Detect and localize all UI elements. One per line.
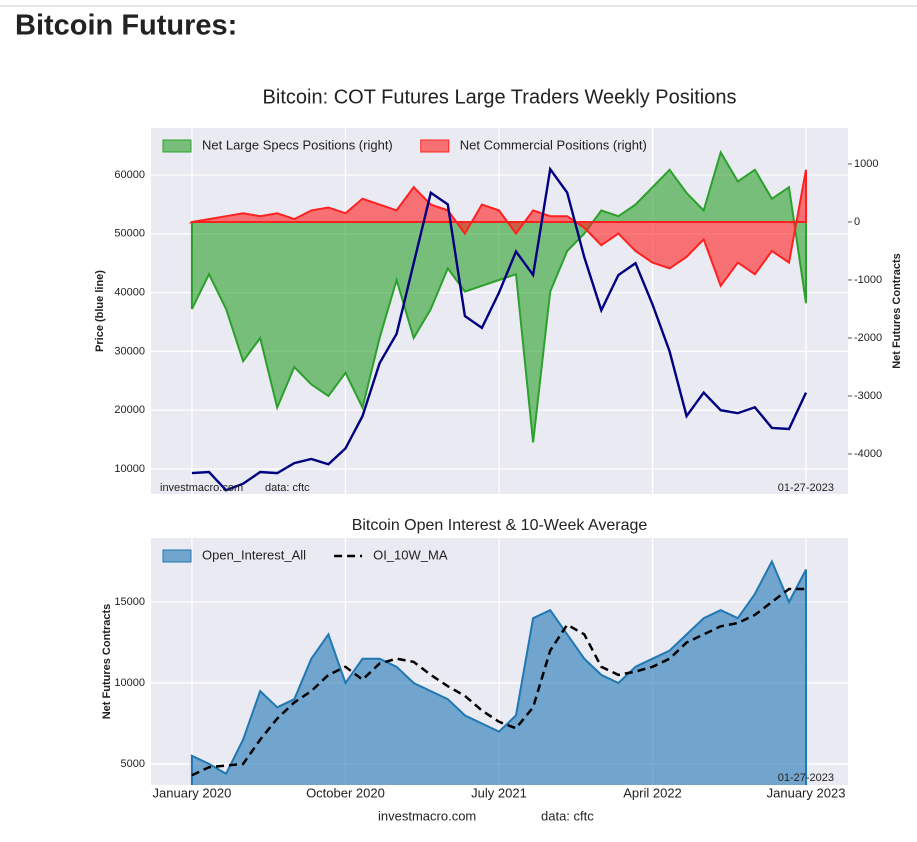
area [190,559,808,785]
y2-tick-label: -3000 [854,390,882,402]
legend-label: Net Commercial Positions (right) [460,137,647,152]
y2-tick-label: -1000 [854,274,882,286]
y-tick-label: 60000 [114,169,145,181]
y-axis-label: Net Futures Contracts [101,604,113,720]
x-tick-label: January 2023 [767,785,846,800]
y-tick-label: 15000 [114,596,145,608]
y-tick-label: 5000 [121,758,145,770]
y2-tick-label: -2000 [854,332,882,344]
y2-tick-label: -4000 [854,448,882,460]
y-tick-label: 50000 [114,228,145,240]
y-axis-label: Price (blue line) [94,270,106,352]
series-layer [188,149,808,492]
y2-axis-label: Net Futures Contracts [891,253,903,369]
annotation: 01-27-2023 [778,482,834,494]
area [188,169,808,288]
x-tick-label: January 2020 [153,785,232,800]
legend-swatch [420,139,450,153]
chart-title: Bitcoin Open Interest & 10-Week Average [352,517,648,534]
annotation: data: cftc [265,482,310,494]
legend-swatch [162,549,192,563]
y2-tick-label: 0 [854,216,860,228]
y-tick-label: 30000 [114,345,145,357]
x-tick-label: October 2020 [306,785,385,800]
y-tick-label: 40000 [114,287,145,299]
line [191,166,808,492]
y-tick-label: 20000 [114,404,145,416]
annotation: 01-27-2023 [778,772,834,784]
y-tick-label: 10000 [114,463,145,475]
y-tick-label: 10000 [114,677,145,689]
annotation: investmacro.com [160,482,243,494]
area [190,149,808,443]
y2-tick-label: 1000 [854,158,878,170]
legend-swatch [162,139,192,153]
line [191,587,806,777]
x-tick-label: July 2021 [471,785,527,800]
legend-label: OI_10W_MA [373,547,448,562]
legend-label: Net Large Specs Positions (right) [202,137,393,152]
x-tick-label: April 2022 [623,785,682,800]
chart-title: Bitcoin: COT Futures Large Traders Weekl… [263,86,737,108]
legend-label: Open_Interest_All [202,547,306,562]
annotation: data: cftc [541,808,594,823]
annotation: investmacro.com [378,808,476,823]
series-layer [190,559,808,785]
page-title: Bitcoin Futures: [15,10,237,42]
